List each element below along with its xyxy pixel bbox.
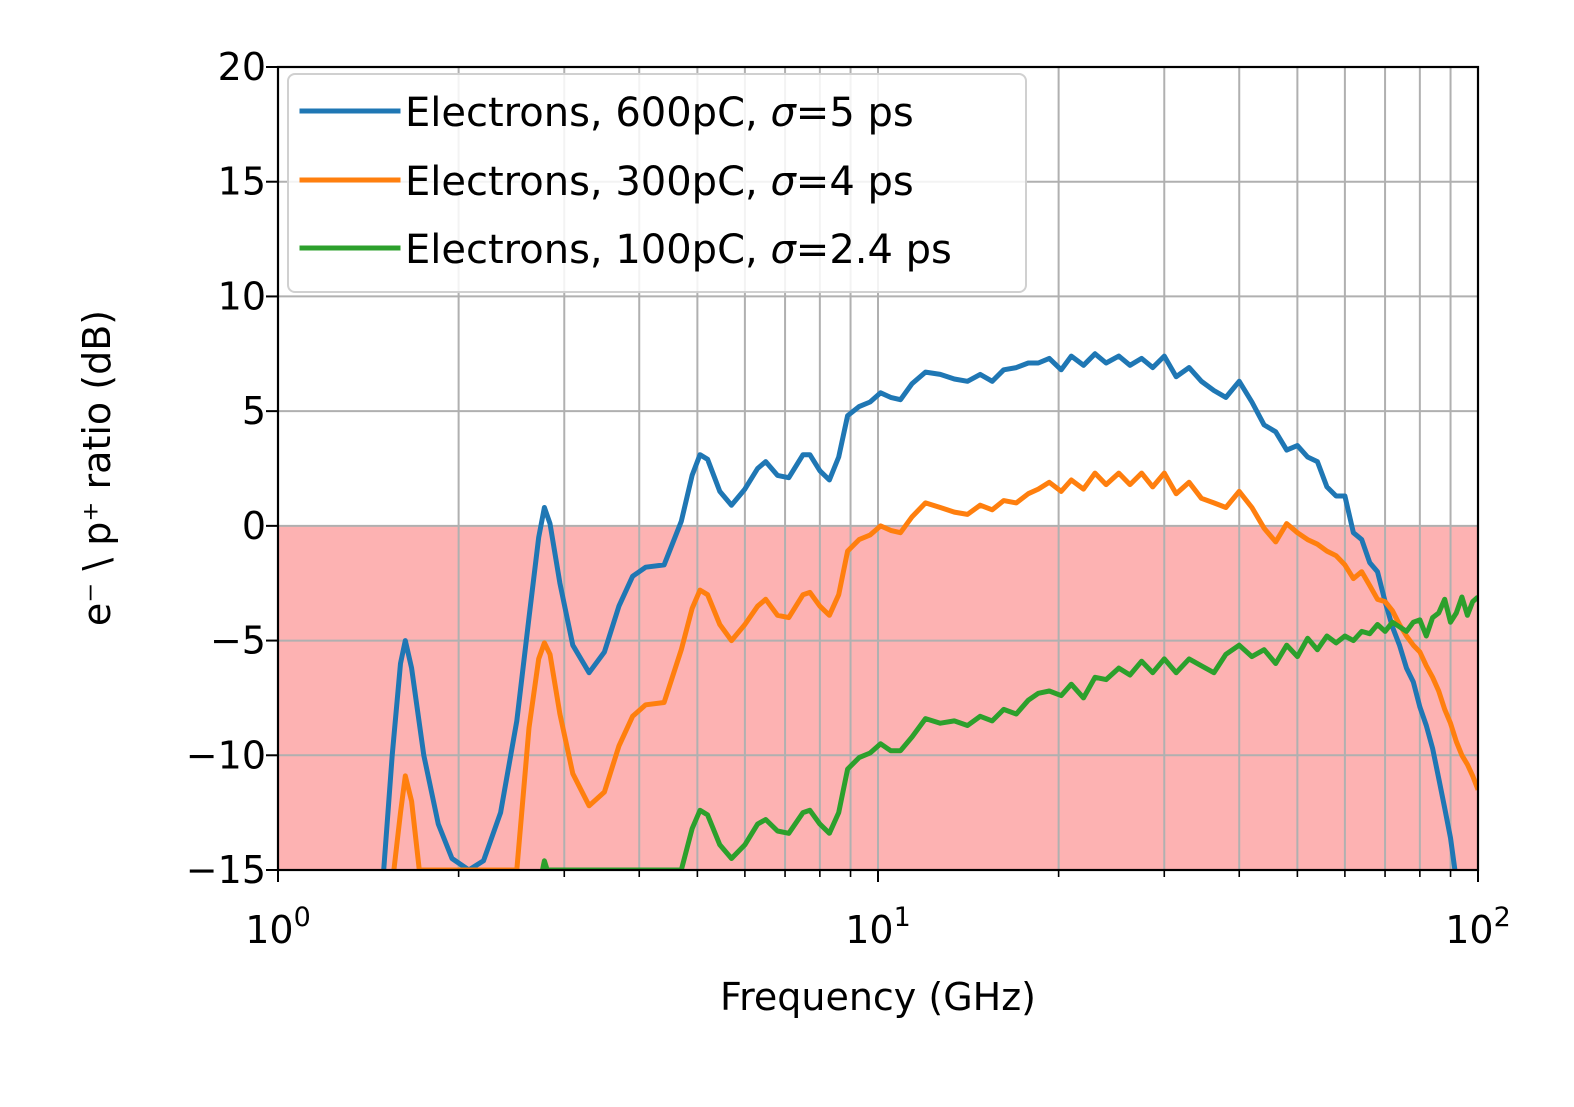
- y-tick-label: 20: [218, 45, 266, 89]
- series-line-0: [381, 351, 1458, 870]
- x-tick-label: 102: [1445, 902, 1511, 952]
- y-tick-label: 15: [218, 160, 266, 204]
- legend-label-300pc: Electrons, 300pC, σ=4 ps: [405, 159, 914, 205]
- legend: Electrons, 600pC, σ=5 ps Electrons, 300p…: [287, 73, 1027, 293]
- series-line-1: [391, 470, 1478, 870]
- y-axis-label: e⁻ \ p⁺ ratio (dB): [75, 310, 119, 626]
- series-line-2: [540, 594, 1478, 870]
- y-tick-label: −15: [186, 848, 266, 892]
- legend-box: [287, 73, 1027, 293]
- y-tick-label: 10: [218, 274, 266, 318]
- x-tick-label: 101: [845, 902, 911, 952]
- y-tick-label: −5: [210, 619, 266, 663]
- x-axis-label: Frequency (GHz): [720, 975, 1036, 1019]
- series-lines: [381, 351, 1478, 870]
- legend-label-600pc: Electrons, 600pC, σ=5 ps: [405, 90, 914, 136]
- y-tick-label: 0: [242, 504, 266, 548]
- y-tick-label: −10: [186, 733, 266, 777]
- legend-label-100pc: Electrons, 100pC, σ=2.4 ps: [405, 227, 952, 273]
- axes: 100 101 102 −15 −10 −5 0 5 10 15 20: [186, 45, 1511, 952]
- x-tick-label: 100: [245, 902, 311, 952]
- y-tick-label: 5: [242, 389, 266, 433]
